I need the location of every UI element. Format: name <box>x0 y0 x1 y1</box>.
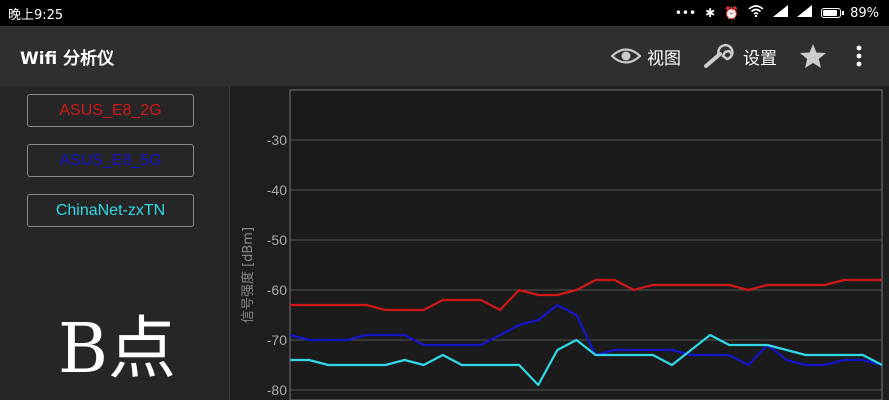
status-icons: ••• ✱ ⏰ 89% <box>675 5 879 21</box>
series-line-chinanet-zxtn <box>290 333 883 387</box>
y-tick-label: -80 <box>267 382 287 398</box>
y-tick-label: -60 <box>267 282 287 298</box>
overflow-menu-button[interactable] <box>855 44 869 68</box>
series-line-asus-e8-5g <box>289 303 883 367</box>
more-dots-icon: ••• <box>674 6 697 20</box>
network-name: ChinaNet-zxTN <box>55 201 166 219</box>
network-button-asus-e8-2g[interactable]: ASUS_E8_2G <box>27 94 194 127</box>
overflow-menu-icon <box>856 45 862 67</box>
app-bar: Wifi 分析仪 视图 设置 <box>0 26 889 86</box>
settings-label: 设置 <box>743 48 777 69</box>
wifi-icon <box>748 5 764 21</box>
plot-area <box>289 89 883 400</box>
battery-level: 89% <box>850 5 879 21</box>
status-time: 晚上9:25 <box>8 7 64 23</box>
divider <box>229 86 230 400</box>
y-tick-label: -40 <box>267 182 287 198</box>
status-bar: 晚上9:25 ••• ✱ ⏰ 89% <box>0 0 889 26</box>
signal-icon <box>773 5 789 21</box>
y-axis-label: 信号强度 [dBm] <box>240 227 256 323</box>
network-name: ASUS_E8_5G <box>59 151 162 169</box>
alarm-icon: ⏰ <box>724 6 740 20</box>
favorite-button[interactable] <box>799 43 833 69</box>
network-button-chinanet-zxtn[interactable]: ChinaNet-zxTN <box>27 194 194 227</box>
network-button-asus-e8-5g[interactable]: ASUS_E8_5G <box>27 144 194 177</box>
signal-icon <box>797 5 813 21</box>
y-tick-label: -50 <box>267 232 287 248</box>
eye-icon <box>611 48 641 64</box>
network-list-panel: ASUS_E8_2G ASUS_E8_5G ChinaNet-zxTN <box>0 86 230 400</box>
point-label: B点 <box>58 310 176 389</box>
y-tick-label: -30 <box>267 132 287 148</box>
settings-button[interactable]: 设置 <box>703 43 777 69</box>
bluetooth-icon: ✱ <box>705 6 716 20</box>
view-label: 视图 <box>647 48 681 69</box>
signal-strength-chart: -30 -40 -50 -60 -70 -80 信号强度 [dBm] <box>240 89 883 400</box>
action-bar: 视图 设置 <box>589 43 869 69</box>
y-tick-label: -70 <box>267 332 287 348</box>
view-button[interactable]: 视图 <box>611 44 681 69</box>
series-line-asus-e8-2g <box>290 278 882 312</box>
app-title: Wifi 分析仪 <box>20 48 115 69</box>
network-name: ASUS_E8_2G <box>59 101 162 119</box>
wrench-icon <box>704 44 734 68</box>
battery-icon <box>821 8 845 18</box>
star-icon <box>800 44 826 68</box>
